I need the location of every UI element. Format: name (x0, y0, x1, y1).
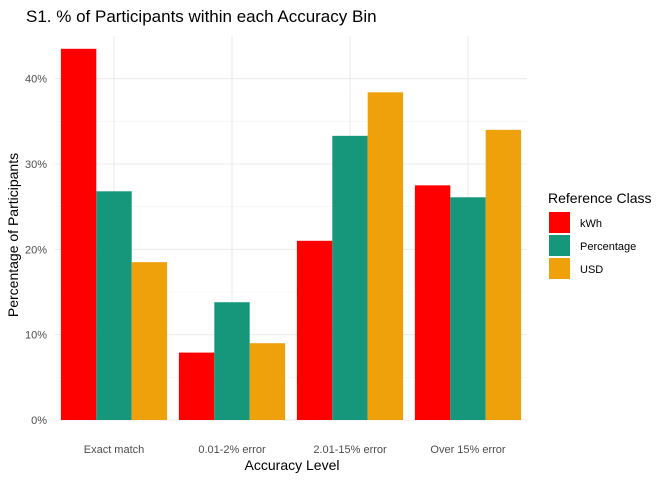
legend-label: Percentage (580, 241, 636, 253)
bar (485, 129, 522, 420)
bar (214, 302, 250, 420)
y-axis: 0% 10% 20% 30% 40% (25, 74, 47, 427)
legend-swatch (549, 235, 570, 256)
bars (60, 48, 522, 421)
legend-label: USD (580, 264, 603, 276)
y-tick-label: 20% (25, 244, 47, 256)
y-tick-label: 0% (31, 415, 47, 427)
bar (414, 185, 451, 420)
bar (96, 191, 132, 420)
x-tick-label: 2.01-15% error (313, 444, 387, 456)
legend-title: Reference Class (548, 190, 652, 206)
bar (60, 48, 97, 421)
legend-swatch (549, 212, 570, 233)
legend-label: kWh (580, 218, 602, 230)
bar (178, 352, 215, 420)
x-axis-title: Accuracy Level (245, 457, 340, 473)
bar (249, 343, 286, 420)
x-tick-label: Over 15% error (430, 444, 506, 456)
legend-swatch (549, 258, 570, 279)
y-axis-title: Percentage of Participants (5, 153, 21, 317)
bar (450, 197, 486, 420)
bar (131, 262, 168, 420)
bar (296, 240, 333, 420)
bar (367, 92, 404, 420)
legend: Reference Class kWh Percentage USD (548, 190, 652, 279)
x-axis: Exact match 0.01-2% error 2.01-15% error Ov… (84, 444, 506, 456)
y-tick-label: 40% (25, 74, 47, 86)
chart-title: S1. % of Participants within each Accura… (26, 7, 377, 26)
x-tick-label: Exact match (84, 444, 145, 456)
y-tick-label: 10% (25, 330, 47, 342)
x-tick-label: 0.01-2% error (198, 444, 266, 456)
bar (332, 135, 368, 420)
y-tick-label: 30% (25, 159, 47, 171)
